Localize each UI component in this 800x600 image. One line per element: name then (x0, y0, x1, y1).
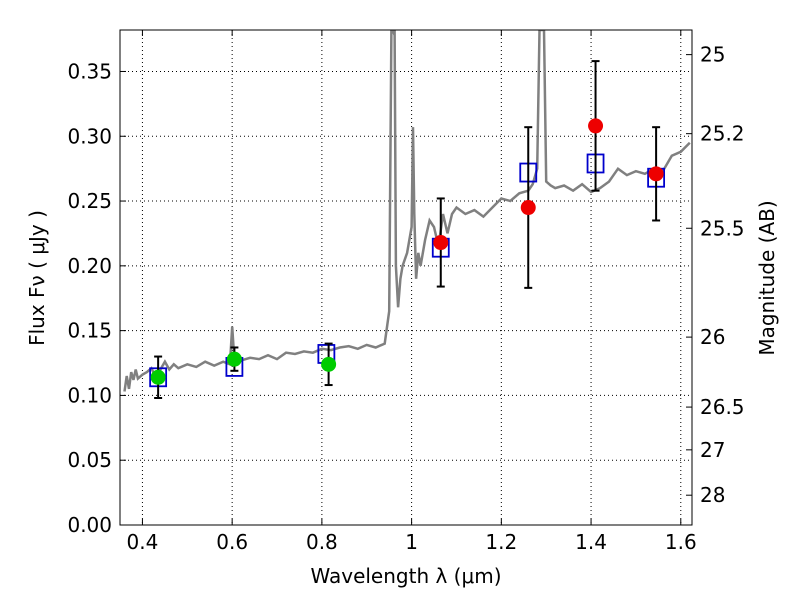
data-point (226, 351, 242, 367)
data-point (433, 235, 449, 251)
x-tick-label: 0.4 (127, 530, 159, 554)
x-tick-label: 0.6 (216, 530, 248, 554)
x-tick-label: 1.4 (575, 530, 607, 554)
y2-tick-label: 28 (700, 483, 725, 507)
y-tick-label: 0.20 (67, 254, 112, 278)
y-tick-label: 0.35 (67, 59, 112, 83)
data-point (321, 356, 337, 372)
x-tick-label: 0.8 (306, 530, 338, 554)
plot-frame (119, 29, 693, 526)
x-axis-label: Wavelength λ (μm) (310, 564, 501, 588)
data-point (520, 200, 536, 216)
y-tick-label: 0.30 (67, 124, 112, 148)
data-point (150, 369, 166, 385)
y2-tick-label: 25.5 (700, 216, 745, 240)
data-point (588, 118, 604, 134)
y-tick-label: 0.05 (67, 448, 112, 472)
y2-tick-label: 27 (700, 438, 725, 462)
spectrum-line (123, 30, 691, 392)
y-axis-label: Flux Fν ( μJy ) (25, 210, 49, 346)
spectrum-layer (123, 30, 691, 392)
x-tick-label: 1 (405, 530, 418, 554)
y2-tick-label: 25 (700, 43, 725, 67)
data-point (648, 166, 664, 182)
y-tick-label: 0.10 (67, 383, 112, 407)
y2-tick-label: 25.2 (700, 122, 745, 146)
x-tick-label: 1.2 (485, 530, 517, 554)
y2-tick-label: 26.5 (700, 395, 745, 419)
x-tick-label: 1.6 (665, 530, 697, 554)
y-tick-label: 0.15 (67, 319, 112, 343)
ticks: 0.4 0.6 0.8 1 1.2 1.4 1.6 0.00 0.05 0.10 0.15 0.20 0… (67, 30, 745, 554)
y-tick-label: 0.00 (67, 513, 112, 537)
y2-axis-label: Magnitude (AB) (755, 200, 779, 355)
y-tick-label: 0.25 (67, 189, 112, 213)
marker-layer (149, 60, 666, 400)
grid (120, 30, 692, 526)
y2-tick-label: 26 (700, 325, 725, 349)
